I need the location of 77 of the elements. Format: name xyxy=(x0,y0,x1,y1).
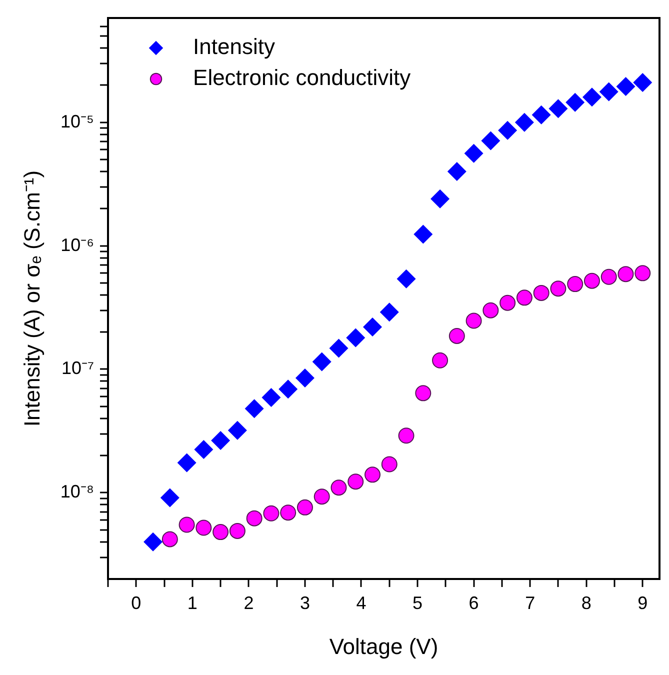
point xyxy=(599,82,618,102)
point xyxy=(144,532,163,552)
point xyxy=(482,302,499,318)
point xyxy=(364,466,381,483)
point xyxy=(634,265,651,282)
legend-label: Electronic conductivity xyxy=(193,65,411,90)
point xyxy=(244,399,264,418)
point xyxy=(582,88,602,107)
point xyxy=(329,338,348,358)
point xyxy=(212,524,229,540)
point xyxy=(312,352,332,372)
point xyxy=(211,430,230,450)
point xyxy=(464,144,484,163)
point xyxy=(550,280,566,297)
point xyxy=(548,99,568,118)
point xyxy=(380,302,399,322)
point xyxy=(398,428,414,444)
x-tick-label: 6 xyxy=(468,592,479,613)
point xyxy=(348,474,364,490)
point xyxy=(500,294,516,311)
point xyxy=(381,456,398,472)
point xyxy=(498,120,518,140)
point xyxy=(177,453,196,472)
x-tick-label: 0 xyxy=(131,592,142,613)
x-tick-label: 7 xyxy=(525,592,536,613)
point xyxy=(432,352,448,368)
point xyxy=(633,73,652,92)
x-tick-label: 8 xyxy=(581,592,592,613)
point xyxy=(278,380,298,399)
point xyxy=(196,520,212,536)
x-tick-label: 5 xyxy=(412,592,423,613)
point xyxy=(263,505,280,522)
point xyxy=(363,317,382,336)
point xyxy=(414,224,433,244)
point xyxy=(330,480,347,496)
point xyxy=(346,328,366,348)
point xyxy=(447,162,466,181)
point xyxy=(618,266,634,282)
point xyxy=(194,440,214,459)
x-tick-label: 2 xyxy=(244,592,254,613)
point xyxy=(295,368,314,388)
legend-label: Intensity xyxy=(193,34,275,60)
point xyxy=(296,499,313,516)
y-tick-label: 10⁻⁶ xyxy=(60,234,94,255)
point xyxy=(533,284,550,301)
y-tick-label: 10⁻⁷ xyxy=(61,358,94,378)
point xyxy=(514,112,534,132)
x-tick-label: 4 xyxy=(356,592,366,613)
point xyxy=(566,92,585,112)
x-tick-label: 3 xyxy=(300,592,310,613)
point xyxy=(516,290,532,306)
point xyxy=(430,189,450,208)
point xyxy=(162,531,178,548)
x-tick-label: 1 xyxy=(187,592,198,613)
point xyxy=(616,77,636,96)
point xyxy=(178,516,195,533)
point xyxy=(229,522,246,539)
point xyxy=(584,272,600,289)
point xyxy=(415,385,432,402)
point xyxy=(448,328,465,344)
point xyxy=(262,388,281,408)
point xyxy=(396,269,416,288)
x-axis-title: Voltage (V) xyxy=(329,634,438,659)
y-tick-label: 10⁻⁵ xyxy=(60,111,94,132)
x-tick-label: 9 xyxy=(638,592,648,613)
point xyxy=(481,131,500,150)
y-axis-title: Intensity (A) or σₑ (S.cm⁻¹) xyxy=(19,170,44,427)
point xyxy=(600,268,617,285)
point xyxy=(228,420,247,440)
y-tick-label: 10⁻⁸ xyxy=(60,482,94,502)
point xyxy=(160,488,180,508)
point xyxy=(567,276,584,292)
point xyxy=(246,510,262,526)
point xyxy=(280,504,296,521)
point xyxy=(532,105,551,124)
point xyxy=(466,312,482,329)
point xyxy=(314,488,330,505)
